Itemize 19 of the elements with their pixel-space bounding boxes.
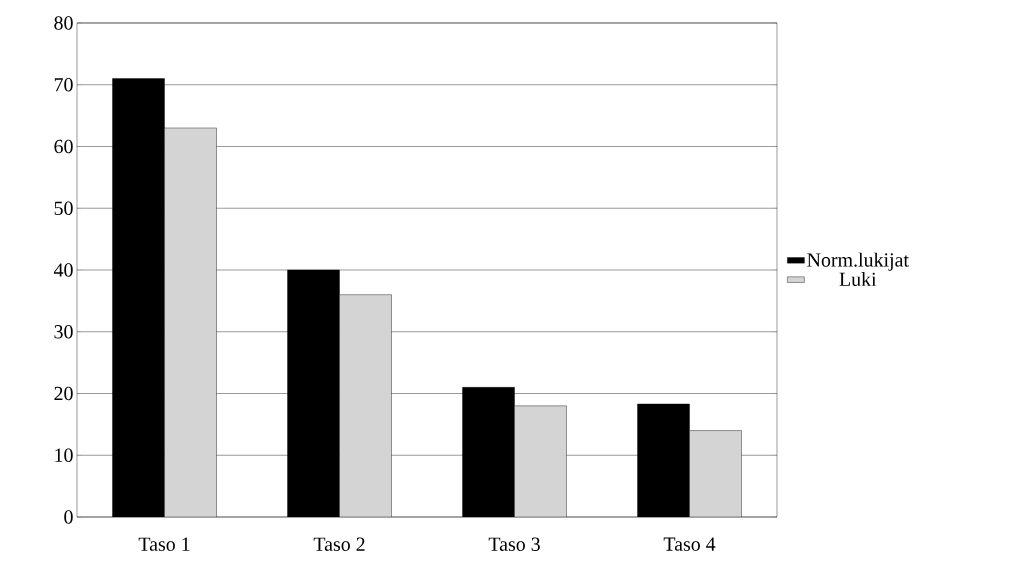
x-tick-label: Taso 2: [313, 537, 365, 551]
y-tick-label: 60: [54, 139, 73, 154]
bar: [164, 127, 217, 517]
legend-label: Norm.lukijat: [807, 252, 909, 271]
y-tick-label: 20: [54, 386, 73, 401]
y-tick-label: 50: [54, 201, 73, 215]
x-tick-label: Taso 1: [138, 537, 190, 551]
x-tick-label: Taso 4: [663, 537, 716, 551]
bar: [514, 405, 567, 517]
y-tick-label: 30: [54, 325, 73, 339]
y-tick-label: 40: [53, 263, 73, 277]
y-tick-label: 70: [54, 78, 73, 92]
x-tick-label: Taso 3: [488, 537, 540, 551]
legend-label: Luki: [839, 271, 877, 286]
bar: [339, 294, 392, 517]
y-tick-label: 0: [64, 510, 73, 524]
y-tick-label: 80: [54, 16, 73, 30]
y-tick-label: 10: [55, 448, 73, 462]
bar: [689, 430, 742, 517]
